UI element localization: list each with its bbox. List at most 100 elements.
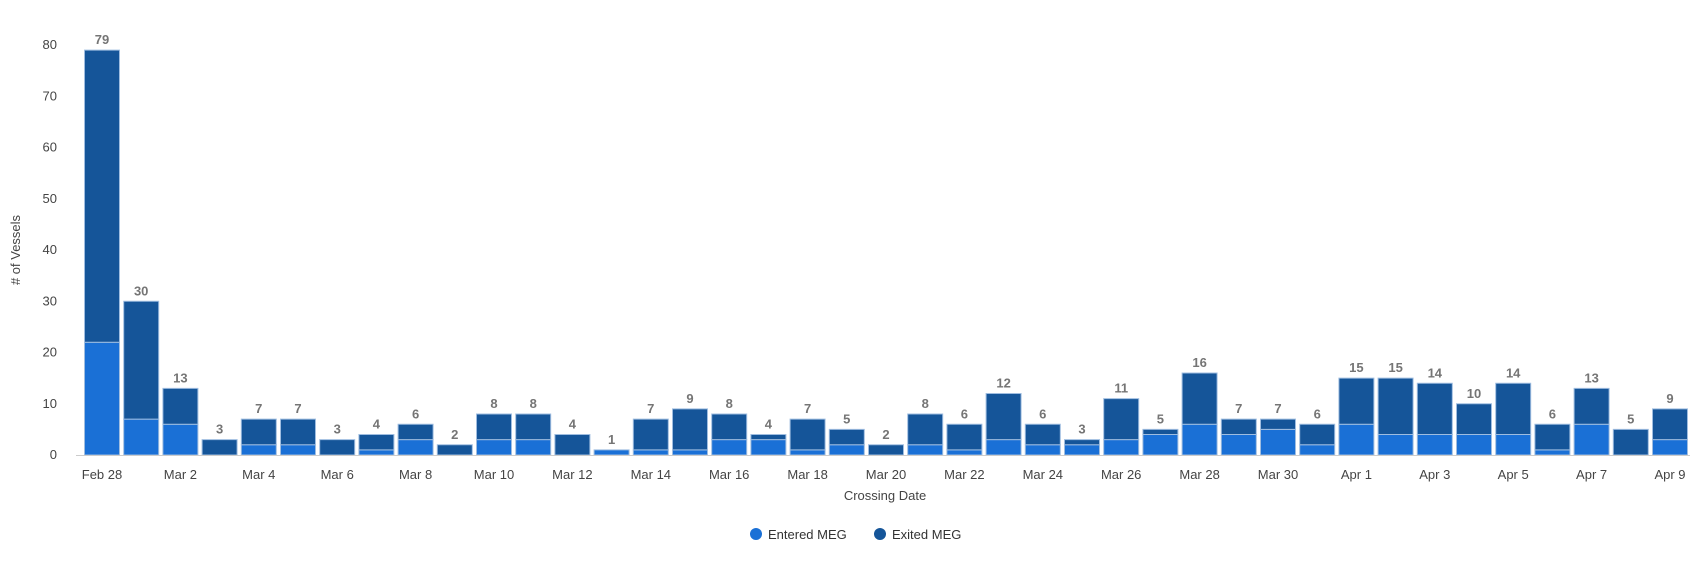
bar-entered-34[interactable] bbox=[1416, 434, 1453, 456]
data-label-total: 15 bbox=[1349, 360, 1363, 375]
bar-exited-31[interactable] bbox=[1299, 423, 1336, 446]
bar-exited-24[interactable] bbox=[1024, 423, 1061, 446]
bar-entered-35[interactable] bbox=[1456, 434, 1492, 456]
bar-exited-36[interactable] bbox=[1495, 382, 1532, 435]
bar-exited-6[interactable] bbox=[319, 439, 356, 456]
data-label-total: 6 bbox=[1039, 406, 1046, 421]
bar-exited-21[interactable] bbox=[907, 413, 944, 446]
bar-entered-25[interactable] bbox=[1064, 444, 1100, 456]
bar-exited-2[interactable] bbox=[162, 387, 199, 425]
bar-entered-13[interactable] bbox=[593, 449, 630, 456]
bar-entered-16[interactable] bbox=[711, 439, 748, 456]
bar-entered-33[interactable] bbox=[1377, 434, 1414, 456]
bar-entered-14[interactable] bbox=[632, 449, 669, 456]
bar-entered-8[interactable] bbox=[397, 439, 434, 456]
data-label-total: 8 bbox=[530, 396, 537, 411]
bar-exited-0[interactable] bbox=[84, 49, 120, 343]
x-tick-label: Mar 20 bbox=[866, 467, 906, 482]
bar-exited-34[interactable] bbox=[1416, 382, 1453, 435]
bar-exited-32[interactable] bbox=[1338, 377, 1375, 425]
bar-entered-26[interactable] bbox=[1103, 439, 1140, 456]
bar-entered-11[interactable] bbox=[515, 439, 552, 456]
bar-entered-15[interactable] bbox=[672, 449, 708, 456]
bar-exited-17[interactable] bbox=[750, 434, 787, 441]
bar-exited-7[interactable] bbox=[358, 434, 395, 451]
bar-exited-30[interactable] bbox=[1260, 418, 1296, 430]
x-tick-label: Mar 16 bbox=[709, 467, 749, 482]
data-label-total: 16 bbox=[1192, 355, 1206, 370]
bar-exited-35[interactable] bbox=[1456, 403, 1492, 435]
x-tick-label: Apr 3 bbox=[1419, 467, 1450, 482]
bar-entered-1[interactable] bbox=[123, 418, 160, 456]
bar-exited-20[interactable] bbox=[868, 444, 904, 456]
bar-exited-26[interactable] bbox=[1103, 398, 1140, 441]
bar-entered-10[interactable] bbox=[476, 439, 512, 456]
bar-exited-14[interactable] bbox=[632, 418, 669, 451]
bar-exited-29[interactable] bbox=[1220, 418, 1257, 435]
bar-entered-24[interactable] bbox=[1024, 444, 1061, 456]
bar-exited-10[interactable] bbox=[476, 413, 512, 441]
bar-entered-37[interactable] bbox=[1534, 449, 1571, 456]
bar-exited-1[interactable] bbox=[123, 300, 160, 420]
bar-entered-29[interactable] bbox=[1220, 434, 1257, 456]
bar-exited-12[interactable] bbox=[554, 434, 591, 456]
bar-exited-5[interactable] bbox=[280, 418, 316, 446]
bar-entered-27[interactable] bbox=[1142, 434, 1179, 456]
data-label-total: 9 bbox=[686, 391, 693, 406]
bar-entered-32[interactable] bbox=[1338, 423, 1375, 456]
legend-item-entered[interactable]: Entered MEG bbox=[750, 527, 847, 542]
bar-entered-21[interactable] bbox=[907, 444, 944, 456]
bar-entered-31[interactable] bbox=[1299, 444, 1336, 456]
bar-entered-36[interactable] bbox=[1495, 434, 1532, 456]
bar-exited-18[interactable] bbox=[789, 418, 826, 451]
bar-exited-25[interactable] bbox=[1064, 439, 1100, 446]
x-tick-label: Mar 8 bbox=[399, 467, 432, 482]
bar-entered-38[interactable] bbox=[1573, 423, 1610, 456]
bar-entered-4[interactable] bbox=[240, 444, 277, 456]
bar-entered-40[interactable] bbox=[1652, 439, 1688, 456]
bar-entered-0[interactable] bbox=[84, 341, 120, 456]
data-label-total: 7 bbox=[1235, 401, 1242, 416]
bar-exited-40[interactable] bbox=[1652, 408, 1688, 441]
data-label-total: 6 bbox=[412, 406, 419, 421]
data-label-total: 30 bbox=[134, 283, 148, 298]
bar-entered-30[interactable] bbox=[1260, 428, 1296, 456]
bar-exited-11[interactable] bbox=[515, 413, 552, 441]
data-label-total: 7 bbox=[647, 401, 654, 416]
bar-entered-7[interactable] bbox=[358, 449, 395, 456]
x-tick-label: Mar 24 bbox=[1023, 467, 1063, 482]
bar-entered-28[interactable] bbox=[1181, 423, 1218, 456]
bar-entered-23[interactable] bbox=[985, 439, 1022, 456]
bar-entered-17[interactable] bbox=[750, 439, 787, 456]
x-tick-label: Apr 7 bbox=[1576, 467, 1607, 482]
legend-item-exited[interactable]: Exited MEG bbox=[874, 527, 961, 542]
bar-exited-33[interactable] bbox=[1377, 377, 1414, 435]
bar-exited-39[interactable] bbox=[1612, 428, 1649, 456]
bar-entered-18[interactable] bbox=[789, 449, 826, 456]
bar-exited-23[interactable] bbox=[985, 393, 1022, 441]
bar-exited-37[interactable] bbox=[1534, 423, 1571, 451]
bar-exited-15[interactable] bbox=[672, 408, 708, 451]
data-label-total: 6 bbox=[1549, 406, 1556, 421]
bar-entered-5[interactable] bbox=[280, 444, 316, 456]
bar-exited-9[interactable] bbox=[436, 444, 473, 456]
bar-exited-16[interactable] bbox=[711, 413, 748, 441]
x-tick-label: Mar 28 bbox=[1179, 467, 1219, 482]
bar-entered-2[interactable] bbox=[162, 423, 199, 456]
x-tick-label: Mar 12 bbox=[552, 467, 592, 482]
bar-exited-19[interactable] bbox=[828, 428, 865, 446]
bar-exited-8[interactable] bbox=[397, 423, 434, 441]
legend-marker-exited bbox=[874, 528, 886, 540]
bar-exited-4[interactable] bbox=[240, 418, 277, 446]
bar-exited-28[interactable] bbox=[1181, 372, 1218, 425]
bar-exited-22[interactable] bbox=[946, 423, 983, 451]
bar-exited-27[interactable] bbox=[1142, 428, 1179, 435]
x-tick-label: Feb 28 bbox=[82, 467, 122, 482]
bar-exited-3[interactable] bbox=[201, 439, 238, 456]
bar-entered-19[interactable] bbox=[828, 444, 865, 456]
x-tick-label: Mar 6 bbox=[321, 467, 354, 482]
bar-exited-38[interactable] bbox=[1573, 387, 1610, 425]
bar-entered-22[interactable] bbox=[946, 449, 983, 456]
